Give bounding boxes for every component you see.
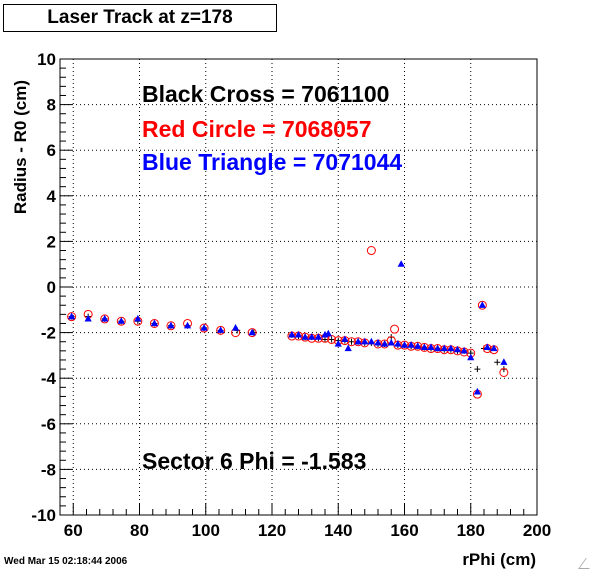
x-tick-label: 200 bbox=[523, 521, 551, 540]
blue-triangle-point bbox=[397, 260, 405, 267]
blue-triangle-point bbox=[420, 343, 428, 351]
chart-title: Laser Track at z=178 bbox=[3, 4, 277, 32]
black-cross-point bbox=[348, 338, 355, 345]
blue-triangle-point bbox=[367, 337, 375, 345]
blue-triangle-point bbox=[101, 314, 109, 322]
annotation-sector-phi: Sector 6 Phi = -1.583 bbox=[142, 448, 366, 474]
x-tick-label: 60 bbox=[64, 521, 83, 540]
blue-triangle-point bbox=[394, 340, 402, 347]
blue-triangle-point bbox=[200, 324, 208, 331]
blue-triangle-point bbox=[344, 344, 352, 352]
black-cross-point bbox=[494, 359, 501, 366]
blue-triangle-point bbox=[183, 321, 192, 329]
x-tick-label: 120 bbox=[258, 521, 286, 540]
y-tick-label: 6 bbox=[47, 141, 56, 160]
blue-triangle-point bbox=[67, 312, 76, 320]
blue-triangle-point bbox=[473, 387, 481, 395]
blue-triangle-point bbox=[341, 335, 349, 343]
y-tick-label: 10 bbox=[37, 50, 56, 69]
blue-triangle-point bbox=[478, 301, 486, 308]
blue-triangle-point bbox=[414, 342, 422, 349]
x-tick-label: 140 bbox=[324, 521, 352, 540]
blue-triangle-point bbox=[500, 358, 508, 365]
blue-triangle-point bbox=[308, 333, 316, 340]
blue-triangle-point bbox=[361, 337, 369, 345]
blue-triangle-point bbox=[117, 317, 125, 324]
annotation-red-circle: Red Circle = 7068057 bbox=[142, 116, 372, 142]
y-axis-label: Radius - R0 (cm) bbox=[11, 80, 30, 214]
red-circle-point bbox=[390, 324, 400, 334]
y-tick-label: 8 bbox=[47, 96, 56, 115]
y-tick-label: -8 bbox=[41, 460, 56, 479]
y-tick-label: 2 bbox=[47, 232, 56, 251]
blue-triangle-point bbox=[381, 340, 389, 347]
y-tick-label: -4 bbox=[41, 369, 57, 388]
blue-triangle-point bbox=[400, 341, 409, 348]
annotation-black-cross: Black Cross = 7061100 bbox=[142, 81, 389, 107]
blue-triangle-point bbox=[440, 344, 448, 352]
blue-triangle-point bbox=[294, 330, 303, 338]
blue-triangle-point bbox=[490, 344, 498, 352]
blue-triangle-point bbox=[434, 344, 442, 352]
blue-triangle-point bbox=[354, 337, 362, 345]
axis-ticks bbox=[59, 58, 538, 516]
timestamp: Wed Mar 15 02:18:44 2006 bbox=[4, 556, 128, 567]
blue-triangle-point bbox=[231, 324, 240, 331]
blue-triangle-point bbox=[447, 344, 455, 352]
red-circle-point bbox=[366, 246, 376, 256]
x-tick-label: 80 bbox=[130, 521, 149, 540]
black-cross-point bbox=[474, 366, 481, 373]
blue-triangle-point bbox=[483, 343, 491, 351]
black-cross-point bbox=[328, 336, 335, 343]
blue-triangle-point bbox=[427, 343, 435, 351]
blue-triangle-point bbox=[84, 314, 92, 322]
blue-triangle-point bbox=[217, 326, 225, 333]
data-points bbox=[67, 246, 509, 399]
x-tick-label: 160 bbox=[390, 521, 418, 540]
grid-lines bbox=[60, 59, 537, 515]
blue-triangle-point bbox=[134, 314, 142, 322]
y-tick-label: -2 bbox=[41, 324, 56, 343]
tick-labels: 60 80 100 120 140 160 180 200 -10 -8 -6 -4 -2 0 2 4 6 8 10 bbox=[31, 50, 551, 540]
red-circle-point bbox=[327, 334, 337, 344]
blue-triangle-point bbox=[324, 329, 332, 337]
x-axis-label: rPhi (cm) bbox=[462, 550, 536, 569]
blue-triangle-point bbox=[288, 330, 296, 338]
blue-triangle-point bbox=[460, 346, 468, 354]
blue-triangle-point bbox=[407, 341, 415, 348]
blue-triangle-point bbox=[248, 328, 256, 336]
blue-triangle-point bbox=[314, 333, 322, 340]
blue-triangle-point bbox=[167, 321, 175, 329]
annotation-blue-triangle: Blue Triangle = 7071044 bbox=[142, 149, 402, 175]
y-tick-label: -10 bbox=[31, 506, 56, 525]
blue-triangle-point bbox=[334, 340, 342, 347]
blue-triangle-point bbox=[150, 319, 159, 327]
y-tick-label: 0 bbox=[47, 278, 56, 297]
x-tick-label: 180 bbox=[457, 521, 485, 540]
x-tick-label: 100 bbox=[192, 521, 220, 540]
red-circle-point bbox=[499, 368, 509, 377]
blue-triangle-point bbox=[387, 338, 395, 346]
y-tick-label: 4 bbox=[47, 187, 57, 206]
blue-triangle-point bbox=[374, 338, 382, 346]
blue-triangle-point bbox=[467, 353, 475, 361]
blue-triangle-point bbox=[301, 333, 309, 340]
blue-triangle-point bbox=[453, 345, 462, 353]
y-tick-label: -6 bbox=[41, 415, 56, 434]
